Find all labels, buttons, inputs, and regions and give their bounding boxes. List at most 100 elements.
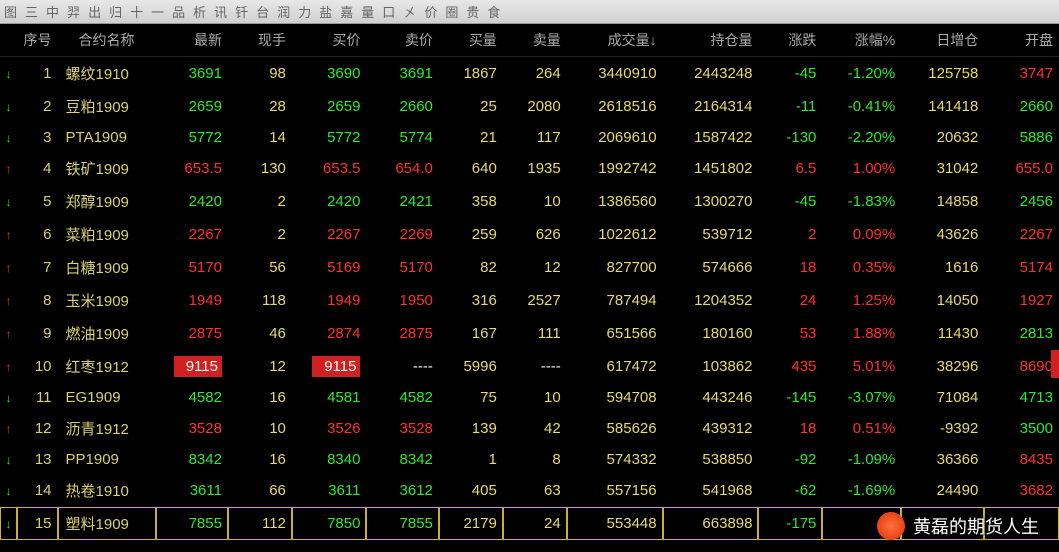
table-row[interactable]: ↓5郑醇190924202242024213581013865601300270…	[0, 185, 1059, 218]
hand-cell: 16	[228, 383, 292, 412]
header-open[interactable]: 开盘	[984, 24, 1059, 57]
ask-cell: 3612	[366, 474, 438, 507]
header-seq[interactable]: 序号	[17, 24, 57, 57]
oi-cell: 538850	[663, 445, 759, 474]
name-cell: 沥青1912	[58, 412, 156, 445]
toolbar-item[interactable]: 讯	[214, 2, 227, 21]
direction-cell: ↓	[0, 445, 17, 474]
oi-cell: 663898	[663, 507, 759, 540]
open-cell: 3500	[984, 412, 1059, 445]
header-vol[interactable]: 成交量↓	[567, 24, 663, 57]
open-cell: 655.0	[984, 152, 1059, 185]
toolbar-item[interactable]: 归	[109, 2, 122, 21]
toolbar-item[interactable]: 钎	[235, 2, 248, 21]
header-oichg[interactable]: 日增仓	[901, 24, 984, 57]
bidvol-cell: 316	[439, 284, 503, 317]
oi-cell: 2164314	[663, 90, 759, 123]
header-bidvol[interactable]: 买量	[439, 24, 503, 57]
oi-cell: 439312	[663, 412, 759, 445]
open-cell: 2813	[984, 317, 1059, 350]
askvol-cell: 12	[503, 251, 567, 284]
arrow-up-icon: ↑	[6, 261, 12, 275]
oichg-cell: 11430	[901, 317, 984, 350]
toolbar-item[interactable]: 价	[424, 2, 437, 21]
header-last[interactable]: 最新	[156, 24, 228, 57]
table-row[interactable]: ↓14热卷19103611663611361240563557156541968…	[0, 474, 1059, 507]
toolbar-item[interactable]: 食	[487, 2, 500, 21]
ask-cell: 5170	[366, 251, 438, 284]
seq-cell: 10	[17, 350, 57, 383]
toolbar-item[interactable]: 中	[46, 2, 59, 21]
oichg-cell: -9392	[901, 412, 984, 445]
bidvol-cell: 358	[439, 185, 503, 218]
toolbar-item[interactable]: 十	[130, 2, 143, 21]
name-cell: 菜粕1909	[58, 218, 156, 251]
hand-cell: 2	[228, 218, 292, 251]
chgpct-cell: -1.83%	[822, 185, 901, 218]
open-cell: 2660	[984, 90, 1059, 123]
toolbar-item[interactable]: 羿	[67, 2, 80, 21]
header-oi[interactable]: 持仓量	[663, 24, 759, 57]
header-name[interactable]: 合约名称	[58, 24, 156, 57]
table-row[interactable]: ↓1螺纹191036919836903691186726434409102443…	[0, 57, 1059, 91]
header-chg[interactable]: 涨跌	[758, 24, 822, 57]
header-hand[interactable]: 现手	[228, 24, 292, 57]
table-row[interactable]: ↓13PP19098342168340834218574332538850-92…	[0, 445, 1059, 474]
name-cell: 郑醇1909	[58, 185, 156, 218]
toolbar-item[interactable]: 量	[361, 2, 374, 21]
bid-cell: 7850	[292, 507, 367, 540]
toolbar-item[interactable]: 口	[382, 2, 395, 21]
toolbar-item[interactable]: 盐	[319, 2, 332, 21]
table-row[interactable]: ↑10红枣19129115129115----5996----617472103…	[0, 350, 1059, 383]
toolbar-item[interactable]: 㐅	[403, 2, 416, 21]
vol-cell: 3440910	[567, 57, 663, 91]
table-row[interactable]: ↑7白糖190951705651695170821282770057466618…	[0, 251, 1059, 284]
toolbar-item[interactable]: 贵	[466, 2, 479, 21]
table-row[interactable]: ↑8玉米190919491181949195031625277874941204…	[0, 284, 1059, 317]
askvol-cell: 10	[503, 185, 567, 218]
table-row[interactable]: ↑9燃油190928754628742875167111651566180160…	[0, 317, 1059, 350]
chgpct-cell: -1.69%	[822, 474, 901, 507]
toolbar-item[interactable]: 析	[193, 2, 206, 21]
bidvol-cell: 259	[439, 218, 503, 251]
bidvol-cell: 167	[439, 317, 503, 350]
last-cell: 2420	[156, 185, 228, 218]
toolbar-item[interactable]: 三	[25, 2, 38, 21]
open-cell: 3682	[984, 474, 1059, 507]
toolbar-item[interactable]: 一	[151, 2, 164, 21]
arrow-up-icon: ↑	[6, 422, 12, 436]
last-cell: 1949	[156, 284, 228, 317]
name-cell: PTA1909	[58, 123, 156, 152]
table-row[interactable]: ↑4铁矿1909653.5130653.5654.064019351992742…	[0, 152, 1059, 185]
bidvol-cell: 139	[439, 412, 503, 445]
toolbar-item[interactable]: 嘉	[340, 2, 353, 21]
oichg-cell: 31042	[901, 152, 984, 185]
askvol-cell: 111	[503, 317, 567, 350]
chg-cell: -130	[758, 123, 822, 152]
toolbar-item[interactable]: 圈	[445, 2, 458, 21]
seq-cell: 14	[17, 474, 57, 507]
table-row[interactable]: ↓3PTA19095772145772577421117206961015874…	[0, 123, 1059, 152]
toolbar-item[interactable]: 润	[277, 2, 290, 21]
table-row[interactable]: ↓2豆粕190926592826592660252080261851621643…	[0, 90, 1059, 123]
header-chgpct[interactable]: 涨幅%	[822, 24, 901, 57]
table-row[interactable]: ↑6菜粕190922672226722692596261022612539712…	[0, 218, 1059, 251]
oi-cell: 2443248	[663, 57, 759, 91]
hand-cell: 12	[228, 350, 292, 383]
table-row[interactable]: ↓11EG1909458216458145827510594708443246-…	[0, 383, 1059, 412]
toolbar-item[interactable]: 台	[256, 2, 269, 21]
hand-cell: 56	[228, 251, 292, 284]
toolbar-item[interactable]: 出	[88, 2, 101, 21]
toolbar-item[interactable]: 力	[298, 2, 311, 21]
table-row[interactable]: ↑12沥青19123528103526352813942585626439312…	[0, 412, 1059, 445]
toolbar-item[interactable]: 品	[172, 2, 185, 21]
seq-cell: 4	[17, 152, 57, 185]
header-ask[interactable]: 卖价	[366, 24, 438, 57]
bidvol-cell: 640	[439, 152, 503, 185]
header-bid[interactable]: 买价	[292, 24, 367, 57]
header-askvol[interactable]: 卖量	[503, 24, 567, 57]
toolbar-item[interactable]: 图	[4, 2, 17, 21]
ask-cell: 654.0	[366, 152, 438, 185]
hand-cell: 14	[228, 123, 292, 152]
vol-cell: 827700	[567, 251, 663, 284]
